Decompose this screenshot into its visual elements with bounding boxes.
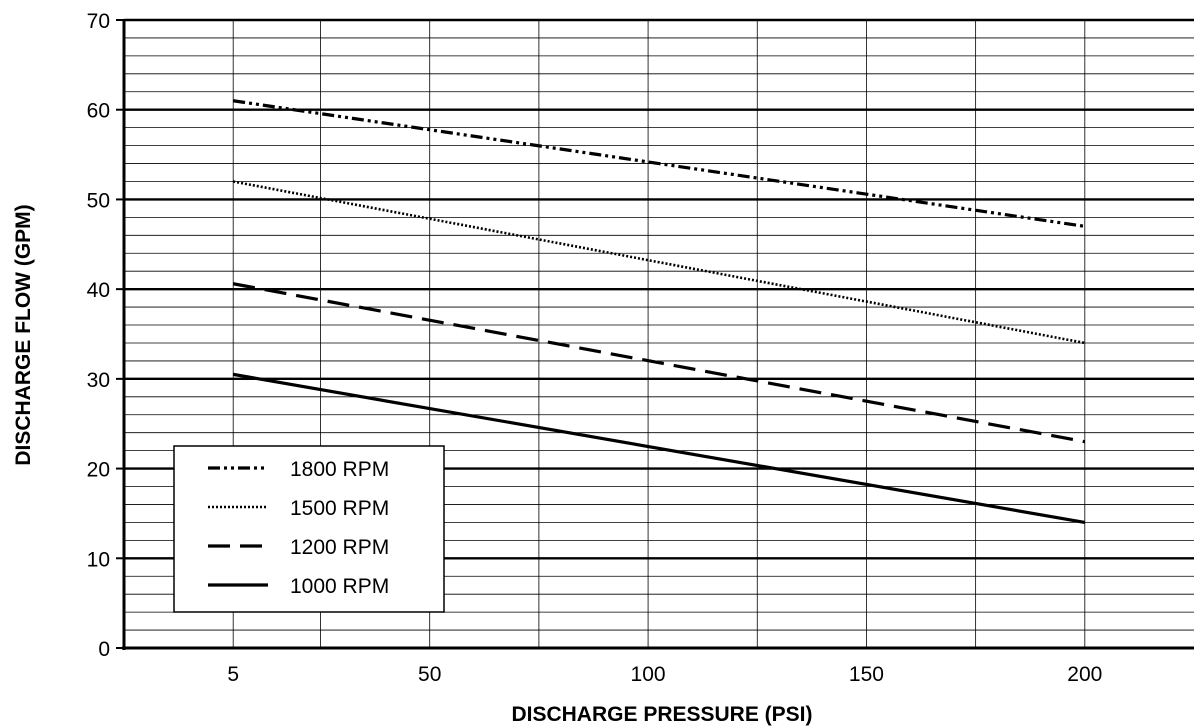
legend-label-1000-rpm: 1000 RPM	[290, 575, 389, 598]
legend-label-1500-rpm: 1500 RPM	[290, 497, 389, 520]
series-line-1800-rpm	[232, 99, 1086, 228]
series-line-1000-rpm	[232, 372, 1086, 524]
y-tick-label: 50	[87, 189, 110, 212]
y-tick-label: 30	[87, 369, 110, 392]
x-tick-label: 200	[1067, 663, 1102, 686]
axes	[116, 19, 1194, 650]
y-tick-label: 40	[87, 279, 110, 302]
legend-label-1200-rpm: 1200 RPM	[290, 536, 389, 559]
series-line-1500-rpm	[232, 180, 1086, 345]
x-tick-label: 100	[631, 663, 666, 686]
tick-labels: 0 10 20 30 40 50 60 70 5 50 100 150 200	[87, 10, 1103, 686]
series-lines	[232, 99, 1086, 524]
legend: 1800 RPM 1500 RPM 1200 RPM 1000 RPM	[173, 445, 445, 613]
y-tick-label: 0	[98, 638, 110, 661]
y-axis-title: DISCHARGE FLOW (GPM)	[12, 204, 35, 465]
series-line-1200-rpm	[232, 282, 1086, 444]
y-tick-label: 60	[87, 100, 110, 123]
legend-label-1800-rpm: 1800 RPM	[290, 458, 389, 481]
x-tick-label: 5	[227, 663, 239, 686]
y-tick-label: 20	[87, 459, 110, 482]
y-tick-label: 70	[87, 10, 110, 33]
x-tick-label: 150	[849, 663, 884, 686]
x-axis-title: DISCHARGE PRESSURE (PSI)	[511, 703, 812, 726]
x-tick-label: 50	[418, 663, 441, 686]
y-tick-label: 10	[87, 548, 110, 571]
